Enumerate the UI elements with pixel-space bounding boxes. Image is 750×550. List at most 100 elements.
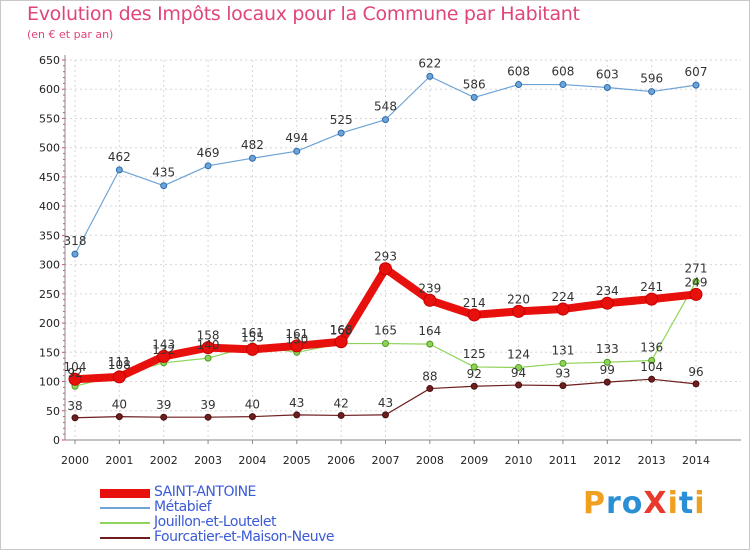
legend-label: Jouillon-et-Loutelet	[154, 514, 276, 530]
data-point	[648, 88, 656, 96]
data-label: 161	[285, 327, 308, 341]
data-label: 92	[67, 366, 82, 380]
data-point	[382, 116, 389, 124]
data-point	[603, 378, 611, 386]
legend-swatch	[100, 522, 150, 524]
data-label: 482	[241, 138, 264, 152]
data-label: 124	[507, 348, 530, 362]
data-point	[556, 302, 570, 316]
legend-label: SAINT-ANTOINE	[154, 484, 256, 500]
y-tick-label: 250	[39, 288, 60, 301]
data-point	[600, 296, 614, 310]
data-point	[692, 380, 700, 388]
data-point	[470, 93, 478, 101]
data-point	[71, 250, 79, 258]
y-tick-label: 600	[39, 83, 60, 96]
data-label: 111	[108, 355, 131, 369]
data-point	[334, 335, 348, 349]
y-tick-label: 500	[39, 142, 60, 155]
y-tick-label: 350	[39, 229, 60, 242]
data-point	[248, 154, 256, 162]
data-label: 43	[378, 396, 393, 410]
data-label: 271	[685, 262, 708, 276]
y-tick-label: 300	[39, 259, 60, 272]
data-label: 92	[467, 367, 482, 381]
data-point	[379, 262, 392, 276]
data-point	[337, 411, 345, 419]
x-tick-label: 2005	[283, 454, 311, 467]
data-label: 249	[685, 275, 708, 289]
data-label: 40	[245, 398, 260, 412]
y-tick-label: 100	[39, 376, 60, 389]
data-point	[160, 413, 168, 421]
data-point	[426, 72, 434, 80]
data-label: 104	[64, 360, 87, 374]
data-point	[115, 413, 123, 421]
y-tick-label: 400	[39, 200, 60, 213]
data-label: 39	[200, 398, 215, 412]
data-label: 88	[422, 370, 437, 384]
x-tick-label: 2001	[105, 454, 133, 467]
y-tick-label: 550	[39, 112, 60, 125]
data-label: 158	[197, 329, 220, 343]
data-label: 132	[152, 343, 175, 357]
logo-letter: P	[583, 486, 606, 521]
legend-label: Fourcatier-et-Maison-Neuve	[154, 529, 334, 545]
data-label: 165	[374, 324, 397, 338]
data-label: 104	[640, 360, 663, 374]
logo-letter: i	[694, 486, 706, 521]
x-tick-label: 2011	[549, 454, 577, 467]
proxiti-logo: ProXiti	[583, 486, 706, 521]
data-label: 318	[64, 234, 87, 248]
data-point	[515, 364, 523, 372]
logo-letter: t	[678, 486, 695, 521]
logo-letter: r	[606, 486, 622, 521]
data-label: 603	[596, 67, 619, 81]
data-point	[648, 356, 656, 364]
data-point	[337, 129, 345, 137]
y-tick-label: 0	[53, 434, 60, 447]
data-point	[603, 358, 611, 366]
data-label: 96	[688, 365, 703, 379]
data-label: 39	[156, 398, 171, 412]
x-tick-label: 2013	[638, 454, 666, 467]
x-tick-label: 2006	[327, 454, 355, 467]
x-tick-label: 2002	[150, 454, 178, 467]
data-label: 462	[108, 150, 131, 164]
data-label: 94	[511, 366, 526, 380]
data-label: 136	[640, 340, 663, 354]
data-point	[245, 342, 259, 356]
data-label: 165	[330, 324, 353, 338]
data-label: 224	[551, 290, 574, 304]
data-label: 608	[551, 65, 574, 79]
chart-title: Evolution des Impôts locaux pour la Comm…	[27, 3, 580, 25]
data-point	[382, 411, 389, 419]
data-point	[692, 81, 700, 89]
data-point	[426, 385, 434, 393]
grid	[65, 59, 741, 440]
x-tick-label: 2004	[238, 454, 266, 467]
x-tick-label: 2007	[372, 454, 400, 467]
data-label: 435	[152, 166, 175, 180]
data-point	[645, 292, 659, 306]
x-tick-label: 2000	[61, 454, 89, 467]
data-label: 140	[197, 338, 220, 352]
data-point	[515, 81, 523, 89]
data-label: 607	[685, 65, 708, 79]
data-point	[648, 375, 656, 383]
series	[68, 72, 703, 422]
data-label: 596	[640, 72, 663, 86]
data-point	[689, 287, 703, 301]
data-point	[112, 370, 126, 384]
y-tick-label: 150	[39, 346, 60, 359]
x-tick-label: 2008	[416, 454, 444, 467]
data-label: 164	[418, 324, 441, 338]
legend-swatch	[100, 537, 150, 539]
data-point	[157, 349, 171, 363]
data-label: 548	[374, 100, 397, 114]
data-label: 131	[551, 343, 574, 357]
data-point	[160, 182, 168, 190]
logo-letter: i	[667, 486, 679, 521]
y-tick-label: 450	[39, 171, 60, 184]
data-label: 108	[108, 358, 131, 372]
